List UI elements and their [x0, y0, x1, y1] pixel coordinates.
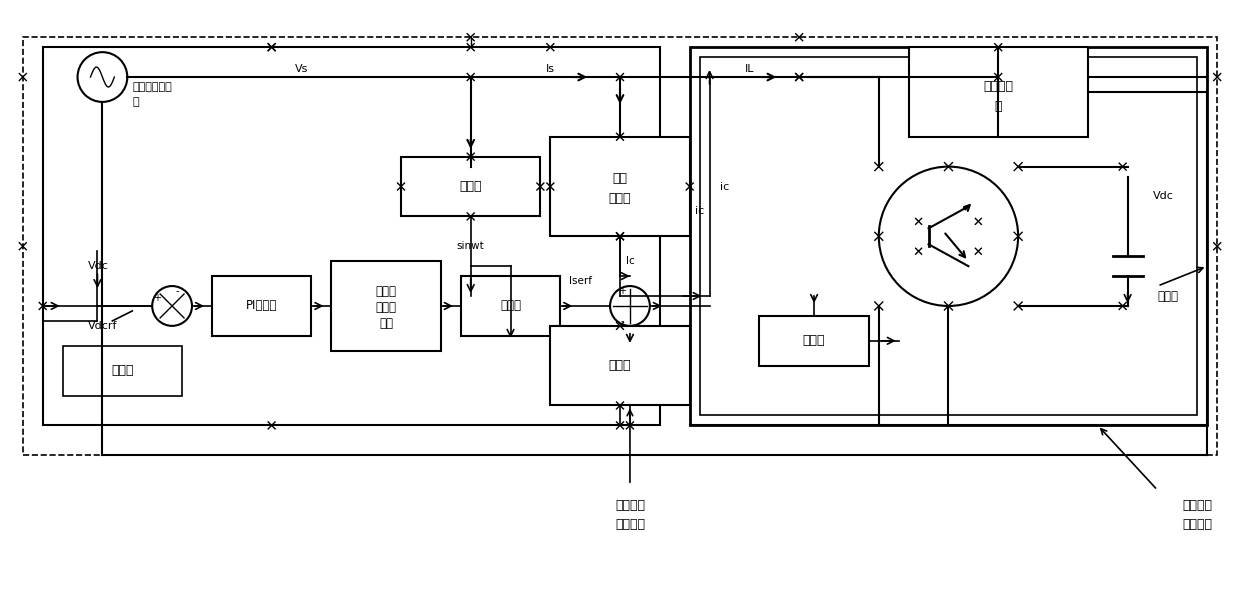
- Text: PI控制器: PI控制器: [246, 299, 278, 312]
- Text: 锁相环: 锁相环: [460, 180, 482, 193]
- Bar: [212, 276, 311, 336]
- Text: 非线性负: 非线性负: [983, 80, 1013, 94]
- Text: 乘法器: 乘法器: [500, 299, 521, 312]
- Text: 检测器: 检测器: [609, 192, 631, 205]
- Text: +: +: [618, 286, 626, 296]
- Bar: [699, 57, 1198, 415]
- Bar: [759, 316, 869, 366]
- Text: 跟踪电路: 跟踪电路: [615, 519, 645, 532]
- Bar: [62, 346, 182, 396]
- Bar: [551, 326, 689, 405]
- Text: Iserf: Iserf: [569, 276, 591, 286]
- Bar: [551, 136, 689, 236]
- Text: Is: Is: [546, 64, 554, 74]
- Text: ic: ic: [719, 182, 729, 191]
- Text: Vdc: Vdc: [88, 261, 108, 271]
- Text: sinwt: sinwt: [456, 241, 485, 252]
- Text: ic: ic: [694, 206, 704, 216]
- Text: -: -: [175, 286, 179, 296]
- Bar: [461, 276, 560, 336]
- Bar: [331, 261, 441, 351]
- Text: 主电路: 主电路: [1157, 290, 1178, 303]
- Text: 有源电力滤波: 有源电力滤波: [133, 82, 172, 92]
- Text: +: +: [154, 293, 161, 303]
- Text: IL: IL: [745, 64, 754, 74]
- Text: Vs: Vs: [295, 64, 309, 74]
- Text: 跟踪电路: 跟踪电路: [1182, 519, 1213, 532]
- Text: 电流: 电流: [613, 172, 627, 185]
- Text: Vdcrf: Vdcrf: [88, 321, 117, 331]
- Text: 电流控制: 电流控制: [615, 498, 645, 511]
- Bar: [401, 157, 541, 216]
- Bar: [22, 37, 1218, 455]
- Text: -: -: [620, 316, 624, 326]
- Text: 电流环: 电流环: [609, 359, 631, 372]
- Bar: [689, 47, 1208, 426]
- Bar: [909, 47, 1087, 136]
- Bar: [42, 47, 660, 426]
- Text: Vdc: Vdc: [1152, 191, 1173, 201]
- Text: 分器: 分器: [379, 318, 393, 330]
- Text: 锁相环: 锁相环: [802, 334, 826, 347]
- Text: Ic: Ic: [625, 256, 635, 266]
- Text: 电压环: 电压环: [112, 364, 134, 377]
- Text: 跟踪微: 跟踪微: [376, 302, 397, 315]
- Text: 器: 器: [133, 97, 139, 107]
- Text: 非线性: 非线性: [376, 284, 397, 297]
- Text: 电流控制: 电流控制: [1182, 498, 1213, 511]
- Text: 载: 载: [994, 100, 1002, 113]
